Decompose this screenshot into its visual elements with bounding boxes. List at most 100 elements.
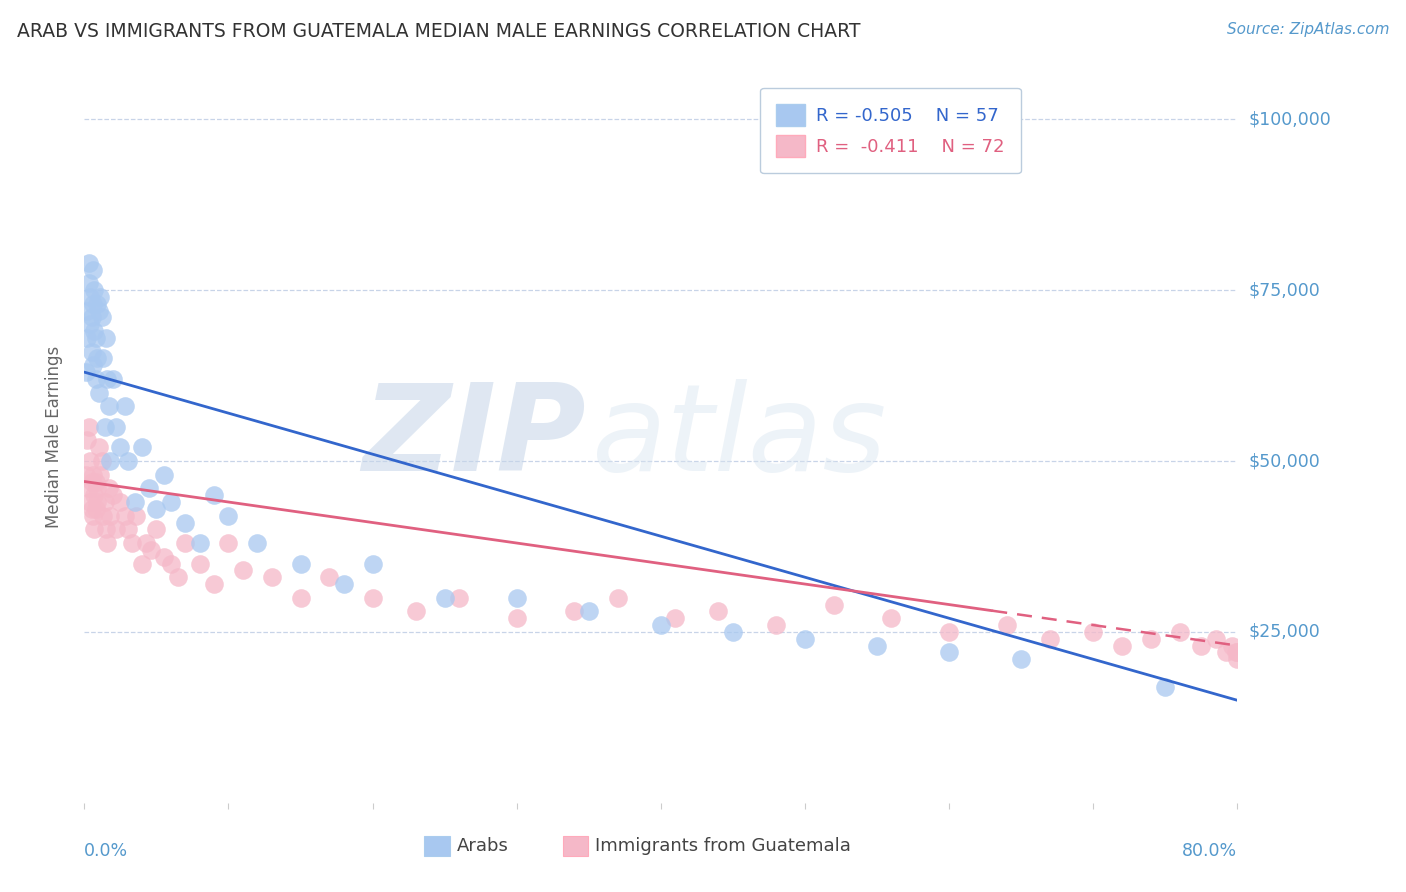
Point: [93, 495, 115, 509]
Point: [80, 501, 103, 516]
Point: [96, 536, 118, 550]
Point: [1205, 632, 1227, 646]
Point: [110, 495, 132, 509]
Point: [506, 591, 529, 605]
Point: [77, 277, 100, 291]
Point: [93, 420, 115, 434]
Point: [202, 488, 225, 502]
Point: [124, 495, 146, 509]
Point: [80, 310, 103, 325]
Point: [86, 351, 108, 366]
Point: [188, 557, 211, 571]
Text: $50,000: $50,000: [1249, 452, 1320, 470]
Point: [97, 400, 120, 414]
Point: [114, 508, 136, 523]
Point: [449, 591, 471, 605]
Point: [650, 618, 672, 632]
Point: [105, 522, 128, 536]
Point: [86, 481, 108, 495]
Point: [98, 508, 121, 523]
Point: [1154, 680, 1177, 694]
Point: [145, 522, 167, 536]
Point: [174, 536, 197, 550]
Point: [91, 351, 114, 366]
Point: [91, 508, 114, 523]
Point: [361, 557, 384, 571]
Point: [318, 570, 340, 584]
Point: [82, 467, 104, 482]
Point: [80, 344, 103, 359]
Point: [77, 481, 100, 495]
Point: [564, 604, 586, 618]
Point: [138, 481, 160, 495]
Text: 0.0%: 0.0%: [84, 842, 128, 860]
Point: [82, 262, 104, 277]
Point: [84, 501, 107, 516]
Point: [938, 645, 960, 659]
Point: [1225, 645, 1247, 659]
Point: [103, 488, 124, 502]
Point: [84, 331, 107, 345]
Point: [260, 570, 283, 584]
Text: $100,000: $100,000: [1249, 111, 1331, 128]
Point: [89, 290, 111, 304]
Point: [77, 420, 100, 434]
Point: [152, 549, 174, 564]
Point: [1189, 639, 1212, 653]
Bar: [562, 836, 588, 856]
Point: [79, 318, 101, 332]
Point: [76, 434, 98, 448]
Point: [82, 508, 104, 523]
Point: [664, 611, 686, 625]
Point: [160, 495, 183, 509]
Y-axis label: Median Male Earnings: Median Male Earnings: [45, 346, 63, 528]
Point: [794, 632, 817, 646]
Point: [131, 557, 153, 571]
Text: Arabs: Arabs: [457, 837, 509, 855]
Point: [105, 420, 128, 434]
Point: [938, 624, 960, 639]
Point: [405, 604, 427, 618]
Point: [86, 297, 108, 311]
Point: [84, 475, 107, 489]
Point: [707, 604, 730, 618]
Point: [82, 359, 104, 373]
Point: [145, 501, 167, 516]
Point: [87, 303, 110, 318]
Point: [1168, 624, 1191, 639]
Point: [77, 256, 100, 270]
Point: [87, 385, 110, 400]
Point: [97, 481, 120, 495]
Point: [114, 400, 136, 414]
Text: $25,000: $25,000: [1249, 623, 1320, 641]
Point: [117, 454, 139, 468]
Point: [103, 372, 124, 386]
Point: [79, 495, 101, 509]
Point: [125, 508, 148, 523]
Point: [866, 639, 889, 653]
Text: ZIP: ZIP: [363, 378, 586, 496]
Text: ARAB VS IMMIGRANTS FROM GUATEMALA MEDIAN MALE EARNINGS CORRELATION CHART: ARAB VS IMMIGRANTS FROM GUATEMALA MEDIAN…: [17, 22, 860, 41]
Point: [1039, 632, 1062, 646]
Point: [290, 557, 312, 571]
Point: [1215, 645, 1237, 659]
Point: [606, 591, 628, 605]
Legend: R = -0.505    N = 57, R =  -0.411    N = 72: R = -0.505 N = 57, R = -0.411 N = 72: [761, 87, 1021, 173]
Point: [506, 611, 529, 625]
Point: [83, 324, 105, 338]
Point: [75, 467, 97, 482]
Point: [96, 372, 118, 386]
Point: [86, 495, 108, 509]
Point: [90, 454, 112, 468]
Point: [290, 591, 312, 605]
Point: [76, 331, 98, 345]
Point: [188, 536, 211, 550]
Point: [90, 310, 112, 325]
Point: [765, 618, 787, 632]
Point: [433, 591, 456, 605]
Point: [218, 536, 240, 550]
Point: [84, 372, 107, 386]
Point: [1226, 652, 1249, 666]
Point: [578, 604, 600, 618]
Point: [1010, 652, 1032, 666]
